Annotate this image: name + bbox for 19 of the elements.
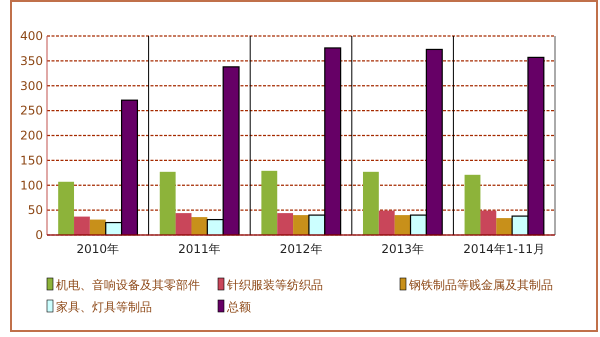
legend-label: 总额 [226,300,251,314]
x-tick-label: 2012年 [280,242,322,256]
legend-label: 钢铁制品等贱金属及其制品 [408,278,553,292]
legend-label: 家具、灯具等制品 [56,300,152,314]
x-tick-label: 2011年 [178,242,221,256]
y-tick-label: 150 [20,153,43,168]
y-tick-label: 200 [20,128,43,142]
x-tick-label: 2014年1-11月 [463,242,546,256]
legend-label: 针织服装等纺织品 [226,278,323,292]
y-tick-label: 300 [20,78,43,93]
y-tick-label: 350 [20,54,43,68]
y-tick-label: 400 [20,29,43,43]
x-tick-label: 2010年 [76,242,120,256]
y-tick-label: 250 [20,104,43,118]
y-tick-label: 0 [35,228,43,242]
y-tick-label: 100 [20,178,43,192]
x-tick-label: 2013年 [381,242,424,256]
legend-label: 机电、音响设备及其零部件 [56,278,200,292]
y-tick-label: 50 [28,203,43,218]
